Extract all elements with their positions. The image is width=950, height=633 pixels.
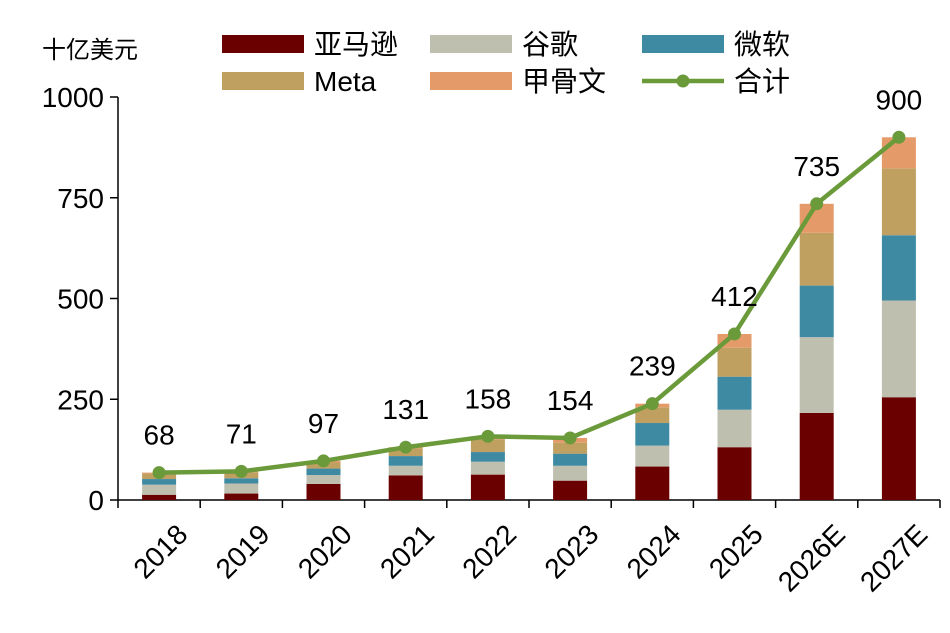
- total-data-label: 71: [226, 418, 257, 449]
- bar-segment: [553, 442, 588, 454]
- bar-segment: [224, 478, 259, 484]
- y-tick-label: 0: [88, 485, 104, 516]
- y-tick-label: 250: [57, 384, 104, 415]
- total-data-label: 412: [711, 281, 758, 312]
- legend-swatch-marker: [676, 74, 690, 88]
- total-data-label: 97: [308, 408, 339, 439]
- bar-segment: [881, 168, 916, 236]
- x-tick-label: 2020: [292, 518, 358, 584]
- total-data-label: 68: [144, 420, 175, 451]
- total-marker: [481, 429, 495, 443]
- total-data-label: 131: [382, 394, 429, 425]
- bar-segment: [717, 447, 752, 500]
- bar-segment: [799, 232, 834, 286]
- bar-segment: [717, 376, 752, 410]
- bar-segment: [635, 445, 670, 467]
- bar-segment: [553, 453, 588, 466]
- bar-segment: [799, 285, 834, 338]
- y-tick-label: 1000: [42, 82, 104, 113]
- total-data-label: 900: [876, 84, 923, 115]
- bar-segment: [881, 397, 916, 500]
- y-tick-label: 500: [57, 284, 104, 315]
- bar-segment: [717, 347, 752, 377]
- total-marker: [317, 454, 330, 468]
- bar-segment: [553, 465, 588, 481]
- bar-segment: [142, 479, 177, 485]
- bar-segment: [635, 466, 670, 500]
- x-tick-label: 2025: [703, 518, 769, 584]
- bar-segment: [306, 475, 341, 484]
- total-marker: [234, 464, 248, 478]
- legend-label: 谷歌: [522, 29, 578, 60]
- bar-segment: [799, 412, 834, 500]
- x-tick-label: 2022: [456, 518, 522, 584]
- legend-label: Meta: [314, 66, 377, 97]
- x-tick-label: 2026E: [772, 518, 851, 597]
- y-tick-label: 750: [57, 183, 104, 214]
- bar-segment: [470, 461, 505, 475]
- bar-segment: [717, 409, 752, 448]
- legend-swatch: [222, 35, 304, 53]
- legend-label: 甲骨文: [522, 66, 606, 97]
- bar-segment: [635, 407, 670, 424]
- legend-swatch: [222, 72, 304, 90]
- legend-swatch: [430, 72, 512, 90]
- bar-segment: [142, 494, 177, 500]
- legend-label: 亚马逊: [314, 29, 398, 60]
- bar-segment: [881, 300, 916, 398]
- legend: 亚马逊 谷歌 微软 Meta 甲骨文 合计: [222, 29, 790, 97]
- legend-label: 微软: [734, 29, 790, 60]
- bar-segment: [306, 468, 341, 476]
- total-data-label: 158: [465, 383, 512, 414]
- bar-segment: [470, 439, 505, 453]
- bar-segment: [224, 483, 259, 494]
- total-marker: [152, 466, 166, 480]
- bar-segment: [224, 493, 259, 500]
- total-marker: [645, 397, 659, 411]
- legend-label: 合计: [734, 66, 790, 97]
- total-marker: [399, 440, 413, 454]
- total-line: 68 71 97 131 158 154 239 412 735 900: [144, 84, 923, 480]
- x-tick-label: 2019: [210, 518, 276, 584]
- bar-segment: [388, 456, 423, 466]
- legend-swatch: [642, 35, 724, 53]
- bar-segment: [388, 465, 423, 476]
- x-tick-label: 2018: [128, 518, 194, 584]
- bar-segment: [470, 452, 505, 462]
- total-marker: [563, 431, 577, 445]
- bar-segment: [881, 235, 916, 301]
- x-tick-label: 2021: [374, 518, 440, 584]
- x-tick-label: 2027E: [854, 518, 933, 597]
- bar-segment: [306, 483, 341, 500]
- bar-segment: [553, 480, 588, 500]
- bar-segment: [717, 333, 752, 348]
- x-tick-label: 2023: [539, 518, 605, 584]
- bar-segment: [470, 474, 505, 500]
- total-marker: [810, 197, 824, 211]
- legend-swatch: [430, 35, 512, 53]
- total-marker: [892, 130, 906, 144]
- bars: [142, 137, 916, 500]
- total-marker: [728, 327, 741, 341]
- total-data-label: 239: [629, 351, 676, 382]
- total-series-line: [159, 135, 901, 475]
- bar-segment: [142, 484, 177, 495]
- total-data-label: 735: [793, 151, 840, 182]
- bar-segment: [635, 423, 670, 446]
- x-tick-label: 2024: [621, 518, 687, 584]
- total-data-label: 154: [547, 385, 594, 416]
- y-axis: 0 250 500 750 1000: [42, 82, 119, 516]
- bar-segment: [388, 475, 423, 500]
- bar-segment: [799, 337, 834, 413]
- unit-label: 十亿美元: [42, 37, 138, 64]
- x-axis: 2018 2019 2020 2021 2022 2023 2024 2025 2026E 202…: [117, 499, 941, 598]
